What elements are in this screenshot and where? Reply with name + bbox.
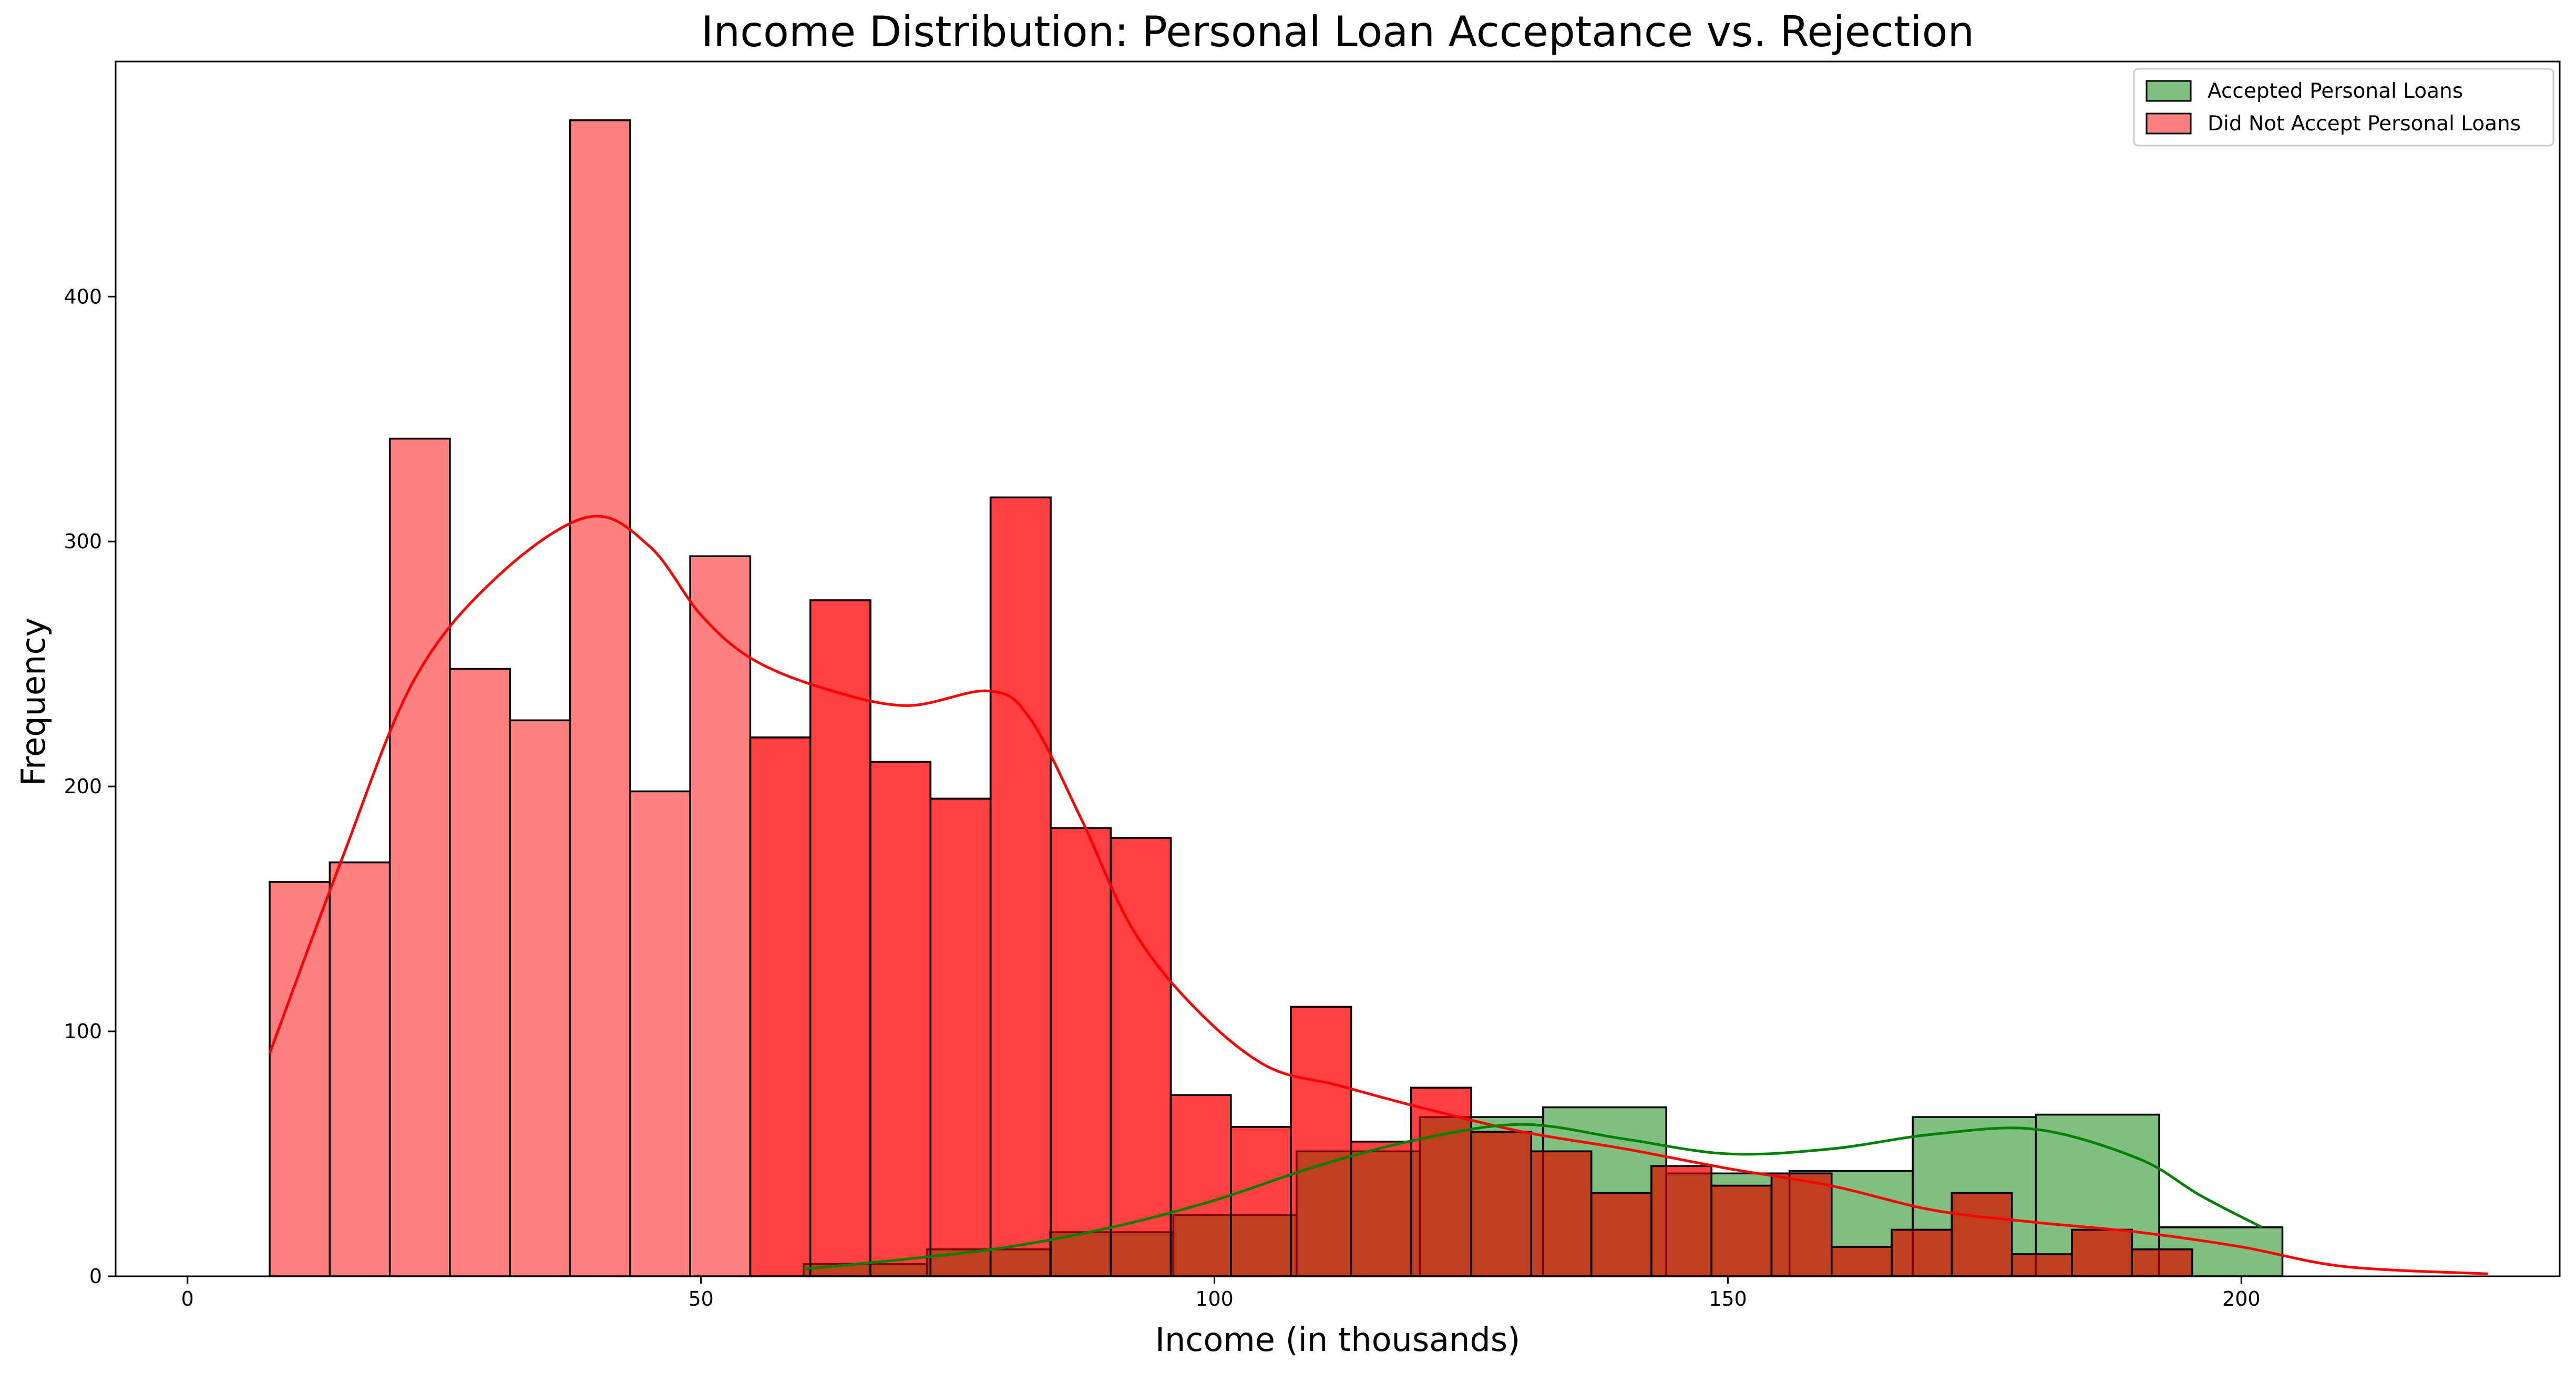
rejected-overlap-bar-18 [1350,1140,1412,1277]
kde-line-rejected [268,515,2488,1275]
rejected-overlap-bar-29 [2010,1253,2073,1277]
rejected-overlap-bar-22 [1590,1192,1653,1277]
legend: Accepted Personal Loans Did Not Accept P… [2133,68,2554,147]
accepted-bars-group [749,496,2284,1277]
rejected-overlap-bar-31 [2131,1248,2193,1277]
rejected-overlap-bar-8 [749,736,812,1277]
y-tick-label-2: 200 [64,775,102,798]
rejected-overlap-bar-9 [809,599,871,1277]
axes-group: 0 50 100 150 200 0 100 200 300 400 [64,60,2561,1310]
x-axis-label: Income (in thousands) [1155,1320,1521,1359]
x-tick-label-2: 100 [1195,1287,1234,1310]
rejected-overlap-bar-10 [869,761,932,1277]
rejected-overlap-bar-14 [1110,837,1172,1277]
kde-lines-group [268,515,2488,1275]
legend-frame [2133,68,2554,147]
rejected-overlap-bar-17 [1290,1006,1352,1277]
rejected-overlap-bar-23 [1650,1165,1712,1277]
rejected-bar-0 [269,881,331,1277]
rejected-overlap-bar-25 [1770,1172,1833,1277]
chart-title: Income Distribution: Personal Loan Accep… [701,7,1974,56]
rejected-overlap-bar-26 [1831,1246,1893,1277]
rejected-bar-2 [388,437,451,1277]
kde-line-accepted [803,1123,2263,1270]
rejected-overlap-bar-21 [1530,1150,1593,1277]
rejected-overlap-bar-28 [1951,1192,2013,1277]
rejected-bar-7 [689,555,752,1277]
x-tick-label-1: 50 [688,1287,713,1310]
rejected-overlap-bar-16 [1230,1126,1292,1277]
rejected-bar-3 [449,668,511,1277]
rejected-overlap-bar-27 [1891,1228,1953,1277]
x-tick-label-4: 200 [2222,1287,2261,1310]
legend-label-accepted: Accepted Personal Loans [2208,79,2463,103]
rejected-bar-4 [509,719,571,1277]
x-tick-label-0: 0 [181,1287,194,1310]
rejected-overlap-bar-15 [1169,1094,1232,1277]
rejected-overlap-bar-24 [1710,1184,1773,1277]
y-tick-label-0: 0 [89,1265,102,1288]
legend-swatch-rejected [2146,112,2192,135]
y-tick-label-3: 300 [64,530,102,553]
y-axis-label: Frequency [14,618,53,786]
rejected-overlap-bar-13 [1050,827,1112,1277]
legend-label-rejected: Did Not Accept Personal Loans [2208,112,2521,136]
rejected-bar-6 [629,790,691,1277]
x-tick-label-3: 150 [1709,1287,1747,1310]
rejected-overlap-bar-11 [929,797,992,1277]
legend-swatch-accepted [2146,80,2192,102]
y-tick-label-4: 400 [64,285,102,308]
rejected-bar-5 [569,119,631,1277]
y-tick-label-1: 100 [64,1020,102,1043]
rejected-overlap-bar-19 [1410,1087,1472,1277]
rejected-overlap-bar-20 [1470,1131,1533,1277]
rejected-bar-1 [329,861,391,1277]
rejected-overlap-bar-12 [989,496,1052,1277]
rejected-overlap-bar-30 [2071,1228,2133,1277]
plot-frame [115,60,2561,1277]
